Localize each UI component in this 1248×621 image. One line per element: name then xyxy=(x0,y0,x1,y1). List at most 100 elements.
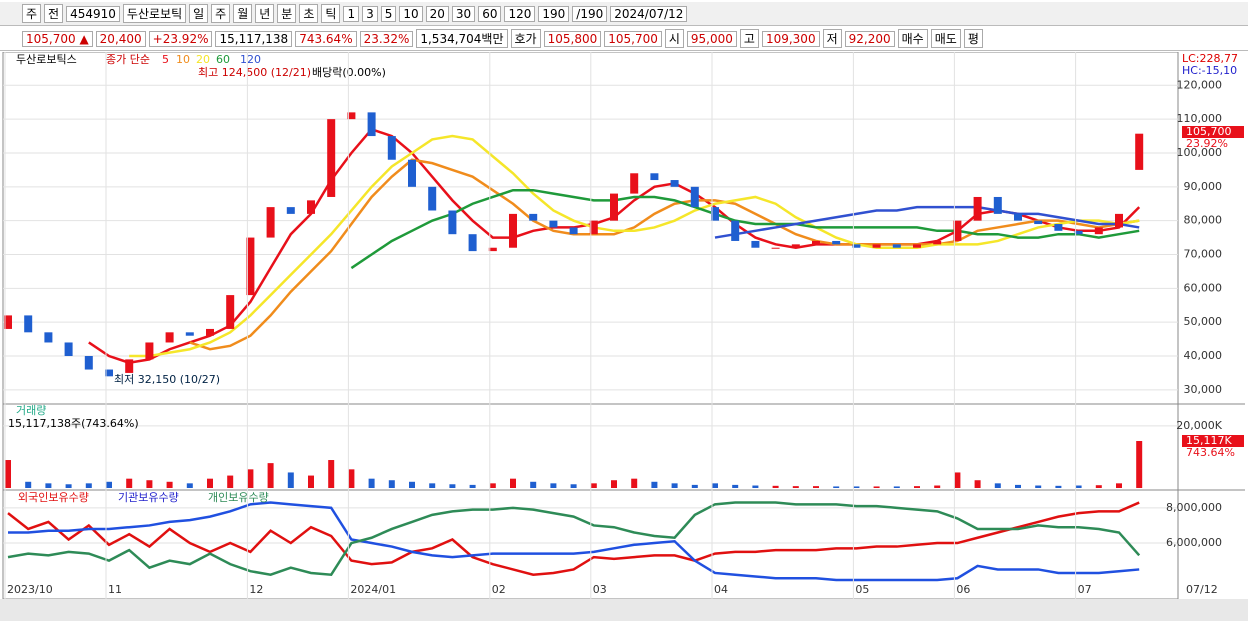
toolbar-item[interactable]: 전 xyxy=(44,4,64,23)
volume-bar xyxy=(914,486,920,488)
candle xyxy=(1014,213,1022,221)
toolbar-item[interactable]: 초 xyxy=(299,4,319,23)
y-tick-label: 100,000 xyxy=(1177,146,1223,159)
volume-bar xyxy=(671,483,678,488)
y-tick-label: 80,000 xyxy=(1184,214,1223,227)
toolbar-item[interactable]: 3 xyxy=(362,5,378,22)
toolbar-item[interactable]: 109,300 xyxy=(761,30,820,47)
toolbar-item[interactable]: 60 xyxy=(478,5,502,22)
volume-bar xyxy=(65,484,72,488)
chart: 30,000 40,000 50,000 60,000 70,000 80,000 90,0… xyxy=(0,52,1248,621)
volume-bar xyxy=(85,483,92,488)
toolbar-item[interactable]: 저 xyxy=(822,29,842,48)
toolbar-item[interactable]: 10 xyxy=(399,5,423,22)
y-tick-label: 110,000 xyxy=(1177,112,1223,125)
volume-bar xyxy=(772,485,779,488)
toolbar-item[interactable]: 호가 xyxy=(510,29,541,48)
volume-bar xyxy=(550,483,557,488)
toolbar-item[interactable]: 95,000 xyxy=(686,30,737,47)
candle xyxy=(569,227,578,235)
toolbar-item[interactable]: 년 xyxy=(255,4,275,23)
toolbar-item[interactable]: 두산로보틱 xyxy=(122,4,187,23)
toolbar-item[interactable]: 120 xyxy=(504,5,536,22)
toolbar-item[interactable]: 2024/07/12 xyxy=(610,5,688,22)
toolbar-item[interactable]: 454910 xyxy=(66,5,120,22)
volume-bar xyxy=(833,486,840,488)
candle xyxy=(105,369,113,377)
toolbar-item[interactable]: 평 xyxy=(963,29,983,48)
volume-tag xyxy=(1182,435,1244,447)
volume-note: 15,117,138주(743.64%) xyxy=(8,417,139,430)
toolbar-item[interactable]: 743.64% xyxy=(295,30,357,47)
volume-bar xyxy=(489,483,496,488)
toolbar-item[interactable]: 1 xyxy=(343,5,360,22)
toolbar-item[interactable]: 190 xyxy=(538,5,570,22)
candle xyxy=(610,193,618,221)
toolbar-item[interactable]: 시 xyxy=(664,29,684,48)
toolbar-item[interactable]: 월 xyxy=(233,4,253,23)
candle xyxy=(327,119,336,197)
x-tick-label: 03 xyxy=(593,583,607,596)
candle xyxy=(953,220,962,241)
candle xyxy=(64,342,73,357)
toolbar-item[interactable]: 일 xyxy=(189,4,209,23)
ma-label: 종가 단순 xyxy=(106,53,150,66)
toolbar-item[interactable]: 주 xyxy=(22,4,42,23)
volume-bar xyxy=(712,483,718,488)
toolbar-item[interactable]: 매수 xyxy=(897,29,928,48)
series-name: 두산로보틱스 xyxy=(16,53,77,66)
toolbar-item[interactable]: 92,200 xyxy=(844,30,895,47)
candle xyxy=(488,247,497,252)
toolbar-item[interactable]: 105,700 ▲ xyxy=(22,30,93,47)
volume-bar xyxy=(267,463,274,488)
toolbar-item[interactable]: 1,534,704백만 xyxy=(416,29,508,48)
candle xyxy=(751,240,760,248)
volume-bar xyxy=(530,481,537,488)
volume-bar xyxy=(934,485,941,488)
toolbar-item[interactable]: 주 xyxy=(211,4,231,23)
toolbar-item[interactable]: 매도 xyxy=(930,29,961,48)
toolbar-item[interactable]: 고 xyxy=(739,29,759,48)
volume-bar xyxy=(126,478,133,488)
candle xyxy=(852,244,861,248)
volume-tag-label: 15,117K xyxy=(1186,434,1232,447)
candle xyxy=(24,315,33,333)
toolbar-item[interactable]: +23.92% xyxy=(148,30,213,47)
toolbar-item[interactable]: 105,700 xyxy=(604,30,662,47)
toolbar-item[interactable]: /190 xyxy=(572,5,608,22)
toolbar-item[interactable]: 20,400 xyxy=(95,30,146,47)
candle xyxy=(1135,133,1144,170)
volume-bar xyxy=(510,478,516,488)
volume-bar xyxy=(590,483,597,488)
toolbar-item[interactable]: 23.32% xyxy=(359,30,414,47)
volume-bar xyxy=(994,483,1001,488)
scrollbar[interactable] xyxy=(0,599,1248,621)
toolbar: 주 전 454910 두산로보틱 일 주 월 년 분 초 틱 1 3 5 10 20 30 60 120 190/19… xyxy=(0,2,1248,26)
candle xyxy=(791,244,800,248)
ma-name: 60 xyxy=(216,53,230,66)
toolbar-item[interactable]: 15,117,138 xyxy=(215,30,293,47)
candle xyxy=(872,244,881,248)
volume-bar xyxy=(409,481,415,488)
volume-bar xyxy=(974,480,981,488)
candle xyxy=(771,247,780,249)
candle xyxy=(650,173,659,181)
toolbar-item[interactable]: 105,800 xyxy=(543,30,602,47)
volume-bar xyxy=(348,469,355,488)
x-end-label: 07/12 xyxy=(1186,583,1218,596)
toolbar-item[interactable]: 20 xyxy=(425,5,449,22)
toolbar-item[interactable]: 틱 xyxy=(321,4,341,23)
candle xyxy=(549,220,558,228)
toolbar-item[interactable]: 분 xyxy=(277,4,297,23)
y-tick-label: 70,000 xyxy=(1184,247,1223,260)
volume-bar xyxy=(853,486,860,488)
volume-bar xyxy=(429,483,436,488)
volume-bar xyxy=(732,484,739,488)
candle xyxy=(973,196,982,221)
y-tick-label: 50,000 xyxy=(1184,315,1223,328)
toolbar-item[interactable]: 5 xyxy=(380,5,397,22)
candle xyxy=(125,359,134,373)
volume-bar xyxy=(813,486,819,488)
toolbar-item[interactable]: 30 xyxy=(451,5,476,22)
